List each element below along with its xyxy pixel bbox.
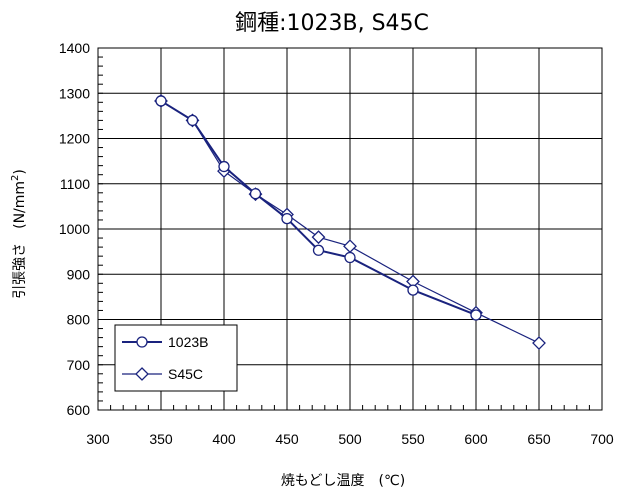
x-tick-label: 600 [464,431,488,447]
x-tick-label: 500 [338,431,362,447]
y-tick-label: 1100 [60,176,90,192]
series-line [160,100,477,316]
data-point-circle [312,244,325,256]
x-tick-label: 300 [86,431,110,447]
y-tick-label: 1300 [59,85,90,101]
plot-area [97,47,603,411]
data-point-circle [344,251,356,264]
data-point-circle [281,212,293,225]
x-tick-label: 550 [401,431,425,447]
data-point-diamond [311,230,326,245]
data-point-circle [249,188,262,200]
legend-item: S45C [122,366,203,382]
y-tick-label: 800 [67,312,91,328]
y-axis-title: 引張強さ (N/mm2) [10,169,28,299]
data-point-circle [470,309,482,321]
data-point-circle [155,95,167,107]
legend-marker-diamond [135,367,149,381]
data-point-diamond [343,239,357,254]
series-line [160,100,540,344]
chart-title: 鋼種:1023B, S45C [235,11,429,36]
x-tick-label: 350 [149,431,173,447]
x-tick-label: 700 [590,431,614,447]
legend: 1023B S45C [114,324,238,392]
series-1023b [155,95,482,321]
x-axis-title: 焼もどし温度 (℃) [281,473,405,488]
y-tick-label: 1000 [59,221,90,237]
legend-label: 1023B [168,334,208,350]
x-tick-label: 650 [527,431,551,447]
y-tick-labels: 600 700 800 900 1000 1100 1200 1300 1400 [59,40,90,418]
y-tick-label: 600 [67,402,91,418]
y-axis-title-main: 引張強さ (N/mm [12,181,28,299]
data-point-circle [186,114,199,127]
legend-label: S45C [168,366,203,382]
x-tick-labels: 300 350 400 450 500 550 600 650 700 [86,431,614,447]
y-tick-label: 1400 [59,40,90,56]
y-axis-title-superscript: 2 [10,175,21,181]
y-tick-label: 1200 [59,131,90,147]
legend-box [114,324,238,392]
y-tick-label: 900 [67,266,91,282]
series-layer [154,94,546,350]
minor-ticks [97,47,603,411]
data-point-diamond [532,336,546,350]
x-tick-label: 400 [212,431,236,447]
legend-marker-circle [136,336,148,348]
y-tick-label: 700 [67,357,91,373]
data-point-circle [218,160,230,173]
x-tick-label: 450 [275,431,299,447]
y-axis-title-close: ) [12,169,28,174]
legend-item: 1023B [122,334,208,350]
data-point-circle [407,284,419,296]
